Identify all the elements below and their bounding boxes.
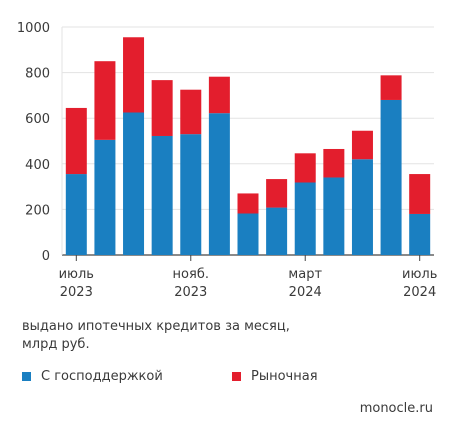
x-tick-label-year: 2024 [289, 285, 322, 300]
bar-market [94, 61, 116, 140]
y-tick-label: 800 [25, 67, 50, 82]
bar-market [237, 193, 259, 214]
x-tick-label-month: июль [59, 267, 94, 282]
legend-swatch-market [232, 372, 241, 381]
bar-market [208, 76, 230, 114]
chart-caption: выдано ипотечных кредитов за месяц, млрд… [22, 318, 322, 354]
bar-market [409, 174, 431, 214]
legend-swatch-state-support [22, 372, 31, 381]
y-tick-label: 1000 [17, 21, 50, 36]
x-tick-label-year: 2023 [174, 285, 207, 300]
x-tick-label-month: март [288, 267, 322, 282]
y-tick-label: 200 [25, 203, 50, 218]
y-tick-label: 600 [25, 112, 50, 127]
bar-state-support [180, 134, 202, 255]
bar-state-support [208, 113, 230, 256]
bar-state-support [266, 207, 288, 255]
legend-item-market: Рыночная [232, 369, 318, 384]
bar-state-support [409, 213, 431, 255]
x-tick-label-year: 2023 [60, 285, 93, 300]
y-tick-label: 0 [42, 249, 50, 264]
x-tick-label-year: 2024 [403, 285, 436, 300]
bar-market [323, 148, 345, 178]
bar-market [123, 37, 145, 113]
bar-market [266, 179, 288, 208]
bar-state-support [351, 159, 373, 255]
bar-market [151, 80, 173, 136]
bar-market [180, 89, 202, 135]
bar-state-support [151, 135, 173, 255]
stacked-bar-chart: 0 200 400 600 800 1000 июль 2023 нояб. 2023 март 20… [17, 21, 437, 300]
bar-state-support [380, 99, 402, 256]
bar-state-support [294, 182, 316, 255]
legend-label-state-support: С господдержкой [41, 369, 163, 384]
source-label: monocle.ru [359, 401, 433, 416]
bar-market [380, 75, 402, 100]
legend-item-state-support: С господдержкой [22, 369, 163, 384]
bar-state-support [94, 139, 116, 255]
bar-market [351, 130, 373, 160]
caption-line-1: выдано ипотечных кредитов за месяц, [22, 319, 290, 334]
y-tick-label: 400 [25, 158, 50, 173]
bar-state-support [237, 213, 259, 255]
x-tick-label-month: июль [402, 267, 437, 282]
bar-market [294, 153, 316, 183]
legend-label-market: Рыночная [251, 369, 318, 384]
bar-state-support [323, 177, 345, 255]
x-tick-label-month: нояб. [173, 267, 209, 282]
bar-state-support [65, 174, 87, 255]
bar-market [65, 107, 87, 175]
bar-state-support [123, 112, 145, 255]
caption-line-2: млрд руб. [22, 337, 90, 352]
